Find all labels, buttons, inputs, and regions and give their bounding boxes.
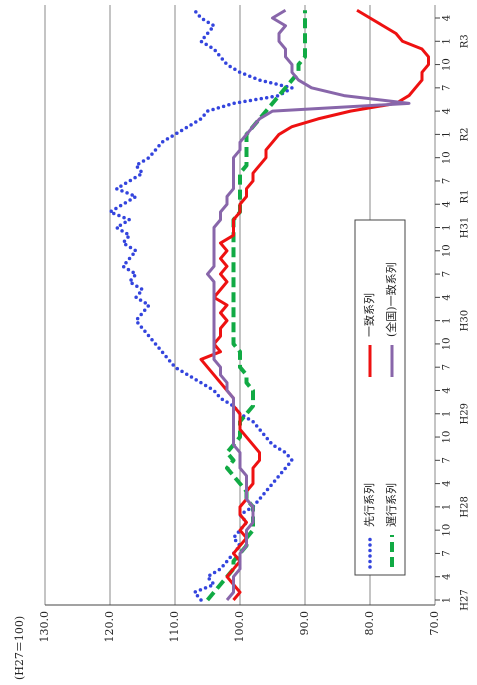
x-tick-label: 1	[442, 224, 453, 230]
x-tick-label: 10	[442, 524, 453, 537]
y-tick-label: 80.0	[363, 611, 376, 636]
x-tick-label: 4	[442, 15, 453, 21]
x-tick-label: 4	[442, 201, 453, 207]
x-tick-label: 1	[442, 504, 453, 510]
y-tick-label: 70.0	[428, 611, 441, 636]
era-label: H30	[460, 310, 471, 331]
unit-label: (H27＝100)	[13, 616, 26, 680]
legend-label: 一致系列	[362, 293, 376, 337]
x-tick-label: 4	[442, 574, 453, 580]
x-tick-label: 10	[442, 431, 453, 444]
y-tick-label: 100.0	[233, 611, 246, 643]
y-tick-label: 110.0	[168, 611, 181, 643]
y-tick-label: 90.0	[298, 611, 311, 636]
era-label: H28	[460, 496, 471, 517]
x-tick-label: 1	[442, 411, 453, 417]
x-tick-label: 7	[442, 364, 453, 370]
legend-box	[354, 219, 406, 576]
era-label: H27	[460, 589, 471, 610]
series-line	[199, 8, 430, 601]
era-label: R3	[460, 34, 471, 48]
x-tick-label: 10	[442, 338, 453, 351]
x-tick-label: 7	[442, 550, 453, 556]
legend-label: (全国)一致系列	[384, 262, 398, 337]
era-label: H29	[460, 403, 471, 424]
x-tick-label: 1	[442, 38, 453, 44]
x-tick-label: 4	[442, 108, 453, 114]
legend-label: 遅行系列	[384, 483, 398, 527]
x-tick-label: 4	[442, 480, 453, 486]
x-tick-label: 1	[442, 317, 453, 323]
legend-label: 先行系列	[362, 483, 376, 527]
x-tick-label: 4	[442, 294, 453, 300]
series-line	[206, 8, 411, 601]
era-label: R2	[460, 127, 471, 141]
x-tick-label: 1	[442, 131, 453, 137]
x-tick-label: 4	[442, 387, 453, 393]
era-label: R1	[460, 190, 471, 204]
x-tick-label: 7	[442, 457, 453, 463]
x-tick-label: 7	[442, 271, 453, 277]
y-tick-label: 120.0	[103, 611, 116, 643]
series-line	[108, 8, 294, 602]
x-tick-label: 10	[442, 151, 453, 164]
era-label: H31	[460, 217, 471, 238]
x-tick-label: 7	[442, 178, 453, 184]
y-tick-label: 130.0	[38, 611, 51, 643]
x-tick-label: 10	[442, 244, 453, 257]
x-tick-label: 7	[442, 85, 453, 91]
x-tick-label: 10	[442, 58, 453, 71]
rotated-chart: (H27＝100) 70.0 80.0 90.0 100.0 110.0 120.0 130…	[13, 5, 471, 680]
x-tick-label: 1	[442, 597, 453, 603]
